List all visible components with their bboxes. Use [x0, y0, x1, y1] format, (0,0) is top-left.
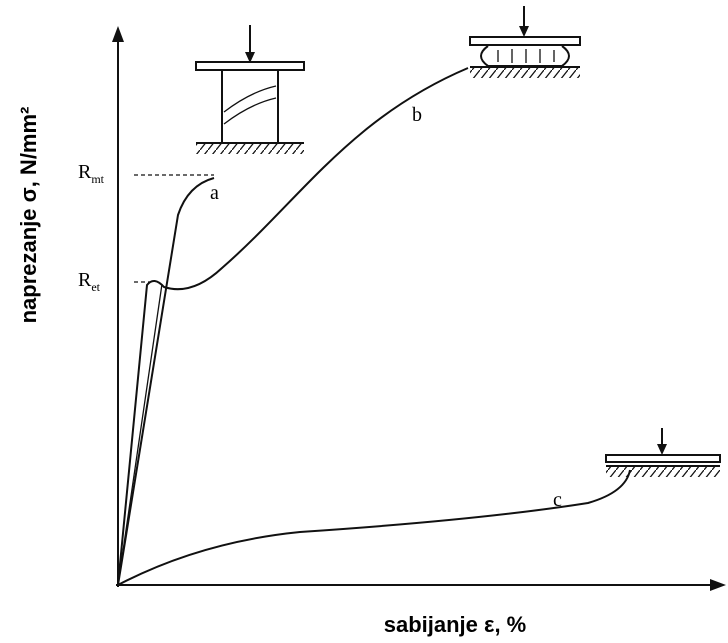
specimen-a: [195, 25, 305, 154]
axes: [112, 26, 726, 591]
level-label: Rmt: [78, 161, 105, 186]
level-lines: [134, 174, 214, 283]
x-axis-label: sabijanje ε, %: [384, 612, 527, 637]
specimen-b: [469, 6, 581, 78]
curve-label: c: [553, 489, 562, 511]
specimen-c: [605, 428, 721, 477]
y-axis-label: naprezanje σ, N/mm²: [16, 107, 41, 324]
curves: [117, 67, 631, 586]
curve-label: b: [412, 104, 422, 126]
level-label: Ret: [78, 269, 101, 294]
curve-label: a: [210, 182, 219, 204]
